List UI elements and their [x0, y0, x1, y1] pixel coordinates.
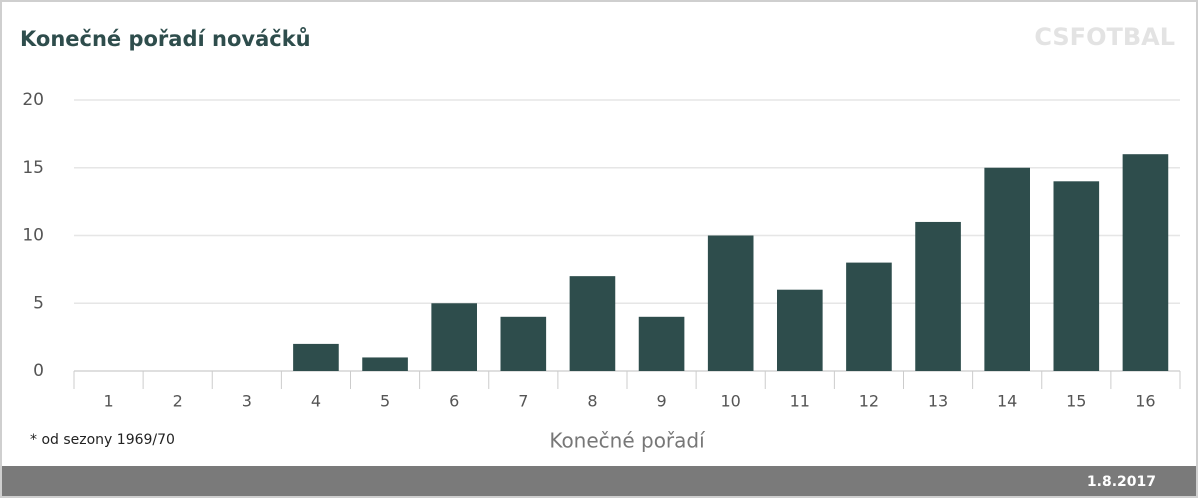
x-tick-label: 3 — [242, 392, 252, 411]
x-tick-label: 9 — [656, 392, 666, 411]
bar — [1122, 154, 1169, 371]
x-tick-label: 6 — [449, 392, 459, 411]
x-tick-label: 13 — [928, 392, 948, 411]
y-tick-label: 15 — [22, 158, 44, 178]
y-tick-label: 5 — [33, 293, 44, 313]
y-tick-label: 10 — [22, 226, 44, 246]
x-tick-label: 2 — [173, 392, 183, 411]
x-tick-label: 14 — [997, 392, 1017, 411]
footer-bar — [2, 466, 1196, 496]
bar — [569, 276, 616, 371]
chart-title: Konečné pořadí nováčků — [20, 27, 311, 51]
x-tick-label: 1 — [103, 392, 113, 411]
bar — [846, 262, 892, 371]
footnote: * od sezony 1969/70 — [30, 432, 175, 448]
x-tick-label: 11 — [790, 392, 810, 411]
x-tick-label: 15 — [1066, 392, 1086, 411]
bar — [638, 316, 685, 371]
bar — [362, 357, 408, 371]
watermark: CSFOTBAL — [1034, 23, 1175, 51]
x-tick-label: 7 — [518, 392, 528, 411]
y-tick-label: 0 — [33, 361, 44, 381]
bar — [707, 235, 754, 371]
x-tick-label: 10 — [721, 392, 741, 411]
x-tick-label: 5 — [380, 392, 390, 411]
bar — [915, 221, 961, 371]
x-tick-label: 16 — [1135, 392, 1155, 411]
x-tick-label: 8 — [587, 392, 597, 411]
date: 1.8.2017 — [1087, 474, 1156, 490]
bar — [431, 303, 477, 371]
bar — [984, 167, 1030, 371]
bar — [293, 343, 339, 371]
x-tick-label: 12 — [859, 392, 879, 411]
x-axis-title: Konečné pořadí — [549, 429, 706, 453]
y-tick-label: 20 — [22, 90, 44, 110]
bar — [500, 316, 547, 371]
bar — [777, 289, 823, 371]
bar — [1053, 181, 1100, 371]
x-tick-label: 4 — [311, 392, 321, 411]
